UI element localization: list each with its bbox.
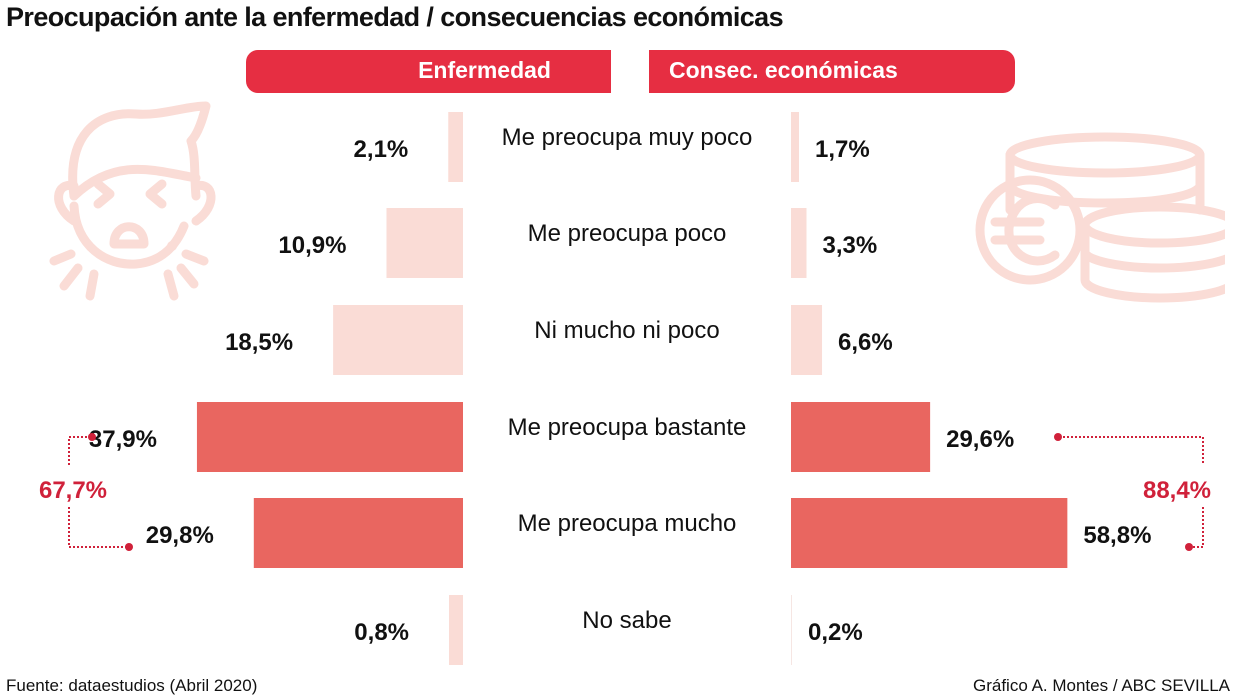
credit-note: Gráfico A. Montes / ABC SEVILLA: [972, 676, 1230, 695]
source-note: Fuente: dataestudios (Abril 2020): [6, 676, 258, 695]
sick-person-icon: [49, 101, 216, 301]
value-label-enfermedad: 10,9%: [278, 232, 346, 259]
value-label-consecuencias: 3,3%: [823, 232, 878, 259]
header-enfermedad-label: Enfermedad: [418, 57, 551, 83]
value-label-enfermedad: 0,8%: [354, 619, 409, 646]
value-label-consecuencias: 6,6%: [838, 329, 893, 356]
bar-enfermedad: [196, 402, 463, 472]
value-label-enfermedad: 2,1%: [354, 136, 409, 163]
category-label: Me preocupa bastante: [508, 414, 747, 441]
bar-enfermedad: [333, 305, 463, 375]
header-enfermedad: Enfermedad: [246, 50, 611, 93]
bracket-dot: [1185, 543, 1193, 551]
value-label-enfermedad: 29,8%: [146, 522, 214, 549]
value-label-consecuencias: 0,2%: [808, 619, 863, 646]
bracket-line-consecuencias-top: [1059, 436, 1204, 465]
bar-consecuencias: [791, 595, 792, 665]
bracket-line-enfermedad-bottom: [68, 507, 127, 548]
value-label-enfermedad: 18,5%: [225, 329, 293, 356]
bar-enfermedad: [449, 595, 463, 665]
category-label: No sabe: [582, 607, 671, 634]
annotation-enfermedad-total: 67,7%: [39, 477, 107, 504]
bar-enfermedad: [448, 112, 463, 182]
category-label: Me preocupa poco: [528, 220, 727, 247]
bar-consecuencias: [791, 208, 807, 278]
bar-consecuencias: [791, 305, 823, 375]
bracket-dot: [88, 433, 96, 441]
bracket-line-consecuencias-bottom: [1190, 507, 1204, 548]
value-label-consecuencias: 29,6%: [946, 426, 1014, 453]
bar-enfermedad: [253, 498, 463, 568]
bar-consecuencias: [791, 112, 799, 182]
euro-coins-icon: [975, 132, 1225, 303]
annotation-consecuencias-total: 88,4%: [1143, 477, 1211, 504]
bracket-line-enfermedad-top: [68, 436, 91, 465]
category-label: Me preocupa muy poco: [502, 124, 753, 151]
header-consecuencias-label: Consec. económicas: [669, 57, 898, 83]
value-label-consecuencias: 1,7%: [815, 136, 870, 163]
header-consecuencias: Consec. económicas: [649, 50, 1015, 93]
chart-title: Preocupación ante la enfermedad / consec…: [6, 2, 784, 32]
value-label-enfermedad: 37,9%: [89, 426, 157, 453]
bar-consecuencias: [791, 402, 931, 472]
value-label-consecuencias: 58,8%: [1083, 522, 1151, 549]
bar-consecuencias: [791, 498, 1068, 568]
category-label: Ni mucho ni poco: [534, 317, 719, 344]
category-label: Me preocupa mucho: [518, 510, 737, 537]
bracket-dot: [125, 543, 133, 551]
bracket-dot: [1054, 433, 1062, 441]
bar-enfermedad: [386, 208, 463, 278]
